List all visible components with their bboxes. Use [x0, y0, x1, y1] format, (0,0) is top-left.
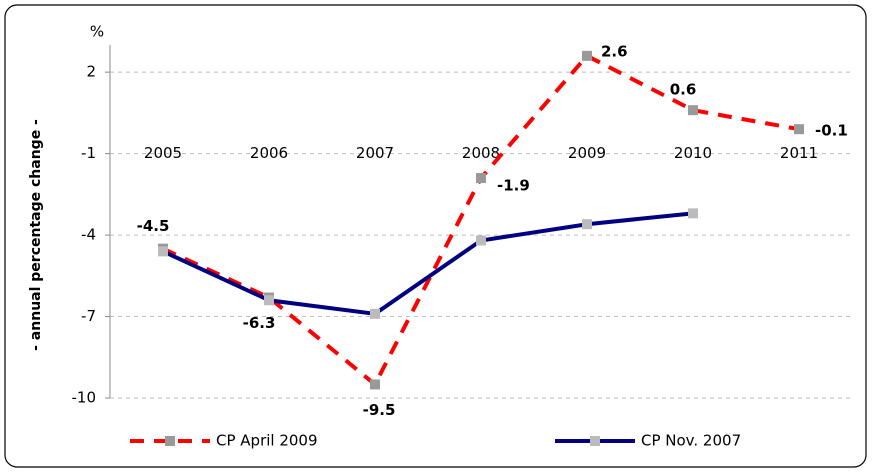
data-label: -9.5 — [363, 401, 396, 419]
data-label: 2.6 — [601, 42, 628, 60]
chart-frame — [4, 4, 867, 468]
x-tick-label: 2007 — [356, 144, 394, 162]
x-tick-label: 2009 — [568, 144, 606, 162]
x-tick-label: 2005 — [144, 144, 182, 162]
x-tick-label: 2010 — [674, 144, 712, 162]
marker — [688, 208, 698, 219]
data-label: -6.3 — [243, 314, 276, 332]
x-tick-label: 2006 — [250, 144, 288, 162]
y-unit: % — [90, 23, 104, 41]
legend-marker — [590, 436, 600, 446]
x-tick-label: 2011 — [780, 144, 818, 162]
data-label: -1.9 — [497, 177, 530, 195]
data-label: 0.6 — [670, 81, 697, 99]
legend-label: CP April 2009 — [216, 432, 318, 450]
marker — [582, 219, 592, 230]
y-tick-label: -7 — [81, 307, 96, 325]
y-axis-title: - annual percentage change - — [28, 119, 44, 351]
marker — [370, 308, 380, 319]
y-tick-label: 2 — [86, 63, 96, 81]
marker — [476, 235, 486, 246]
y-tick-label: -1 — [81, 144, 96, 162]
legend-label: CP Nov. 2007 — [641, 432, 741, 450]
x-tick-label: 2008 — [462, 144, 500, 162]
y-tick-label: -10 — [72, 389, 97, 407]
data-label: -0.1 — [815, 122, 848, 140]
series-line — [162, 211, 694, 316]
marker — [370, 379, 380, 390]
data-label: -4.5 — [137, 217, 170, 235]
marker — [688, 105, 698, 116]
marker — [264, 295, 274, 306]
marker — [158, 246, 168, 257]
legend-marker — [165, 436, 175, 446]
marker — [476, 173, 486, 184]
marker — [582, 50, 592, 61]
y-tick-label: -4 — [81, 226, 96, 244]
marker — [794, 124, 804, 135]
